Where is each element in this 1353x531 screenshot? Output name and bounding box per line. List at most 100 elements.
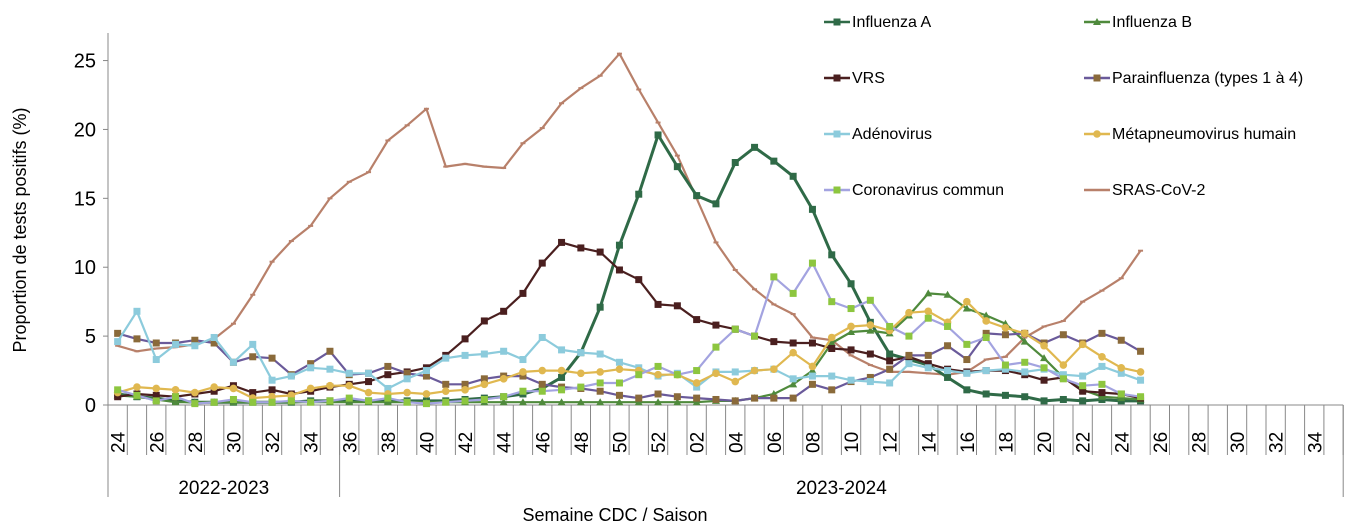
marker [577,369,585,378]
y-tick-label: 10 [74,257,96,279]
marker [924,351,932,359]
marker [538,259,546,267]
marker [886,350,894,358]
x-tick-label: 36 [340,432,361,453]
x-tick-label: 26 [1151,432,1172,453]
marker [519,368,527,376]
marker [1098,352,1106,361]
marker [172,393,180,401]
marker [152,339,160,347]
marker [833,18,841,26]
marker [403,388,411,397]
marker [828,386,836,394]
marker [596,387,604,395]
marker [326,397,334,405]
marker [1136,368,1145,376]
marker [634,398,643,406]
marker [847,322,855,331]
marker [191,336,199,344]
marker [210,339,218,347]
marker [519,289,527,297]
marker [905,308,913,317]
x-tick-label: 34 [302,431,323,453]
x-tick-label: 08 [803,432,824,453]
marker [229,395,237,403]
marker [982,317,990,325]
x-tick-label: 04 [726,431,747,453]
marker [480,375,488,383]
marker [1059,361,1068,369]
marker [866,326,875,334]
marker [191,342,199,350]
marker [152,391,160,399]
x-tick-label: 46 [533,432,554,453]
y-tick-label: 5 [85,326,96,348]
marker [770,365,778,373]
marker [577,349,585,357]
marker [210,333,218,341]
marker [441,387,450,396]
marker [442,354,450,362]
marker [866,321,875,329]
marker [114,338,122,346]
marker [712,321,720,329]
legend-label: Influenza A [852,14,932,31]
marker [499,375,508,383]
marker [287,391,296,400]
marker [963,369,971,377]
y-tick-label: 15 [74,188,96,210]
marker [789,172,797,180]
legend-label: Adénovirus [852,126,932,143]
marker [1093,74,1101,82]
marker [365,378,373,386]
marker [384,394,392,402]
marker [770,273,778,281]
marker [307,398,315,406]
marker [268,376,276,384]
marker [326,381,334,390]
marker [596,248,604,256]
marker [1020,337,1029,345]
marker [1040,376,1048,384]
marker [712,395,720,403]
marker [384,371,392,379]
marker [577,244,585,252]
marker [152,356,160,364]
marker [808,205,816,213]
marker [654,390,662,398]
marker [982,390,990,398]
marker [1117,390,1125,398]
marker [268,392,276,401]
marker [596,368,604,376]
marker [963,297,971,306]
x-tick-label: 32 [1267,432,1288,453]
marker [751,143,759,151]
marker [1093,18,1101,25]
marker [133,307,141,315]
marker [364,388,373,397]
marker [461,397,469,405]
marker [847,327,856,335]
marker [963,340,971,348]
legend-label: Coronavirus commun [852,182,1004,199]
marker [924,364,932,372]
marker [133,335,141,343]
marker [828,345,836,353]
marker [191,400,199,408]
marker [886,322,894,330]
marker [731,377,740,386]
marker [519,387,527,395]
marker [480,317,488,325]
marker [808,339,816,347]
marker [442,398,450,406]
marker [538,366,547,375]
marker [847,346,855,354]
marker [615,241,623,249]
marker [268,354,276,362]
marker [963,356,971,364]
marker [210,398,218,406]
marker [461,351,469,359]
marker [828,298,836,306]
marker [751,394,759,402]
marker [962,304,971,312]
